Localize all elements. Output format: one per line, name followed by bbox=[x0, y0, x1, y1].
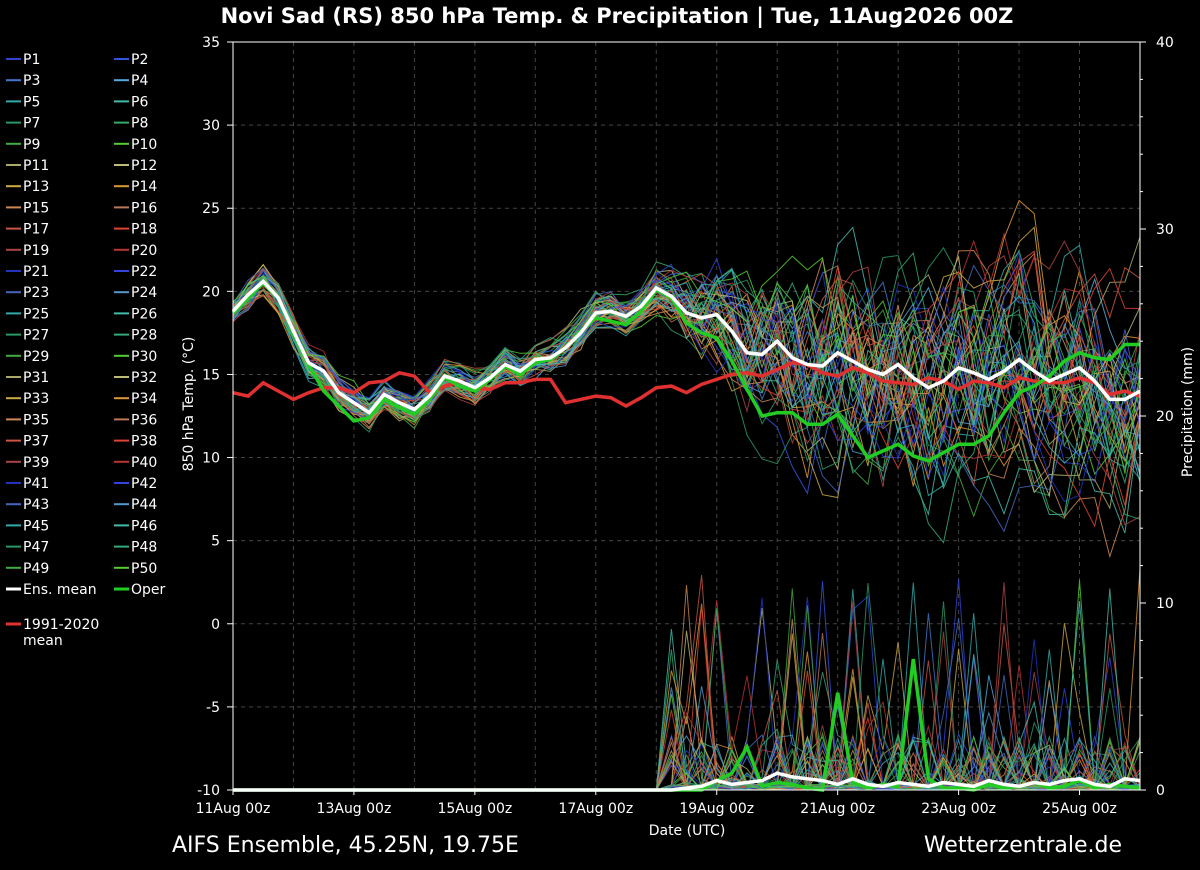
y-left-tick-label: 25 bbox=[202, 201, 220, 217]
legend-label-P47: P47 bbox=[23, 540, 49, 556]
legend-label-P16: P16 bbox=[131, 200, 157, 216]
legend-label-P10: P10 bbox=[131, 137, 157, 153]
y-left-tick-label: 0 bbox=[211, 617, 220, 633]
member-line-P49 bbox=[232, 268, 1141, 472]
legend-label-P31: P31 bbox=[23, 370, 49, 386]
legend-label-P14: P14 bbox=[131, 179, 157, 195]
legend-label-P27: P27 bbox=[23, 328, 49, 344]
legend-label-P46: P46 bbox=[131, 518, 157, 534]
chart-title: Novi Sad (RS) 850 hPa Temp. & Precipitat… bbox=[221, 4, 1014, 29]
legend-label-P3: P3 bbox=[23, 73, 40, 89]
y-axis-left: -10 -5 0 5 10 15 20 25 30 35 bbox=[197, 35, 233, 799]
x-axis: 11Aug 00z 13Aug 00z 15Aug 00z 17Aug 00z 19Au… bbox=[196, 790, 1117, 817]
y-left-tick-label: -10 bbox=[197, 783, 220, 799]
x-axis-label: Date (UTC) bbox=[649, 823, 726, 839]
y-left-tick-label: 20 bbox=[202, 284, 220, 300]
legend-label-P24: P24 bbox=[131, 285, 157, 301]
climate-mean-line bbox=[232, 361, 1141, 408]
member-line-P33 bbox=[232, 226, 1141, 467]
footer-source: Wetterzentrale.de bbox=[924, 833, 1122, 858]
ens-mean-line bbox=[231, 278, 1141, 416]
legend-label-P18: P18 bbox=[131, 222, 157, 238]
y-left-tick-label: 35 bbox=[202, 35, 220, 51]
y-left-tick-label: 5 bbox=[211, 534, 220, 550]
legend-label-P42: P42 bbox=[131, 476, 157, 492]
legend-label-P15: P15 bbox=[23, 200, 49, 216]
legend-label-oper: Oper bbox=[131, 582, 166, 598]
legend-label-P21: P21 bbox=[23, 264, 49, 280]
y-axis-left-label: 850 hPa Temp. (°C) bbox=[181, 337, 197, 472]
y-right-tick-label: 30 bbox=[1156, 222, 1174, 238]
legend-label-P43: P43 bbox=[23, 497, 49, 513]
y-left-tick-label: 15 bbox=[202, 367, 220, 383]
legend-label-P12: P12 bbox=[131, 158, 157, 174]
legend-label-P49: P49 bbox=[23, 561, 49, 577]
legend-label-P48: P48 bbox=[131, 540, 157, 556]
member-line-P31 bbox=[232, 276, 1141, 510]
legend-label-P9: P9 bbox=[23, 137, 40, 153]
legend-label-P39: P39 bbox=[23, 455, 49, 471]
legend-label-P22: P22 bbox=[131, 264, 157, 280]
legend-label-P41: P41 bbox=[23, 476, 49, 492]
legend-label-P36: P36 bbox=[131, 412, 157, 428]
y-left-tick-label: 10 bbox=[202, 451, 220, 467]
legend-label-P50: P50 bbox=[131, 561, 157, 577]
y-right-tick-label: 10 bbox=[1156, 596, 1174, 612]
legend-label-climate-mean: mean bbox=[23, 633, 63, 649]
legend-label-P35: P35 bbox=[23, 412, 49, 428]
member-line-P46 bbox=[232, 267, 1141, 516]
legend-label-P37: P37 bbox=[23, 434, 49, 450]
x-tick-label: 19Aug 00z bbox=[679, 801, 754, 817]
legend-label-P28: P28 bbox=[131, 328, 157, 344]
legend-label-P5: P5 bbox=[23, 94, 40, 110]
legend-label-P8: P8 bbox=[131, 116, 148, 132]
legend-label-P4: P4 bbox=[131, 73, 148, 89]
legend-label-climate: 1991-2020 bbox=[23, 617, 99, 633]
x-tick-label: 25Aug 00z bbox=[1042, 801, 1117, 817]
legend-label-P19: P19 bbox=[23, 243, 49, 259]
legend-label-P33: P33 bbox=[23, 391, 49, 407]
oper-line bbox=[231, 280, 1140, 463]
x-tick-label: 21Aug 00z bbox=[800, 801, 875, 817]
x-tick-label: 23Aug 00z bbox=[921, 801, 996, 817]
legend-label-P34: P34 bbox=[131, 391, 157, 407]
y-axis-right-label: Precipitation (mm) bbox=[1180, 347, 1196, 477]
x-tick-label: 11Aug 00z bbox=[196, 801, 271, 817]
legend-label-P29: P29 bbox=[23, 349, 49, 365]
y-right-tick-label: 20 bbox=[1156, 409, 1174, 425]
legend-label-P44: P44 bbox=[131, 497, 157, 513]
legend-label-P2: P2 bbox=[131, 52, 148, 68]
y-axis-right: 0 10 20 30 40 bbox=[1140, 35, 1174, 799]
legend-label-P11: P11 bbox=[23, 158, 49, 174]
legend-label-P32: P32 bbox=[131, 370, 157, 386]
legend-label-P1: P1 bbox=[23, 52, 40, 68]
legend-label-P25: P25 bbox=[23, 306, 49, 322]
footer-model-info: AIFS Ensemble, 45.25N, 19.75E bbox=[172, 833, 519, 858]
legend-label-P30: P30 bbox=[131, 349, 157, 365]
legend-label-P17: P17 bbox=[23, 222, 49, 238]
legend-label-P13: P13 bbox=[23, 179, 49, 195]
legend-label-P26: P26 bbox=[131, 306, 157, 322]
legend-label-P40: P40 bbox=[131, 455, 157, 471]
legend-label-P45: P45 bbox=[23, 518, 49, 534]
x-tick-label: 15Aug 00z bbox=[437, 801, 512, 817]
y-right-tick-label: 0 bbox=[1156, 783, 1165, 799]
legend: P1 P2 P3 P4 P5 P6 P7 P8 P9 P10 P11 P12 P13 P14 P15 P16 P… bbox=[6, 52, 166, 649]
legend-label-P38: P38 bbox=[131, 434, 157, 450]
y-left-tick-label: 30 bbox=[202, 118, 220, 134]
legend-label-P6: P6 bbox=[131, 94, 148, 110]
y-left-tick-label: -5 bbox=[206, 700, 220, 716]
legend-label-ens-mean: Ens. mean bbox=[23, 582, 97, 598]
member-line-P17 bbox=[232, 250, 1141, 424]
x-tick-label: 17Aug 00z bbox=[558, 801, 633, 817]
y-right-tick-label: 40 bbox=[1156, 35, 1174, 51]
legend-label-P20: P20 bbox=[131, 243, 157, 259]
x-tick-label: 13Aug 00z bbox=[317, 801, 392, 817]
legend-label-P7: P7 bbox=[23, 116, 40, 132]
member-line-P40 bbox=[232, 269, 1141, 461]
legend-label-P23: P23 bbox=[23, 285, 49, 301]
